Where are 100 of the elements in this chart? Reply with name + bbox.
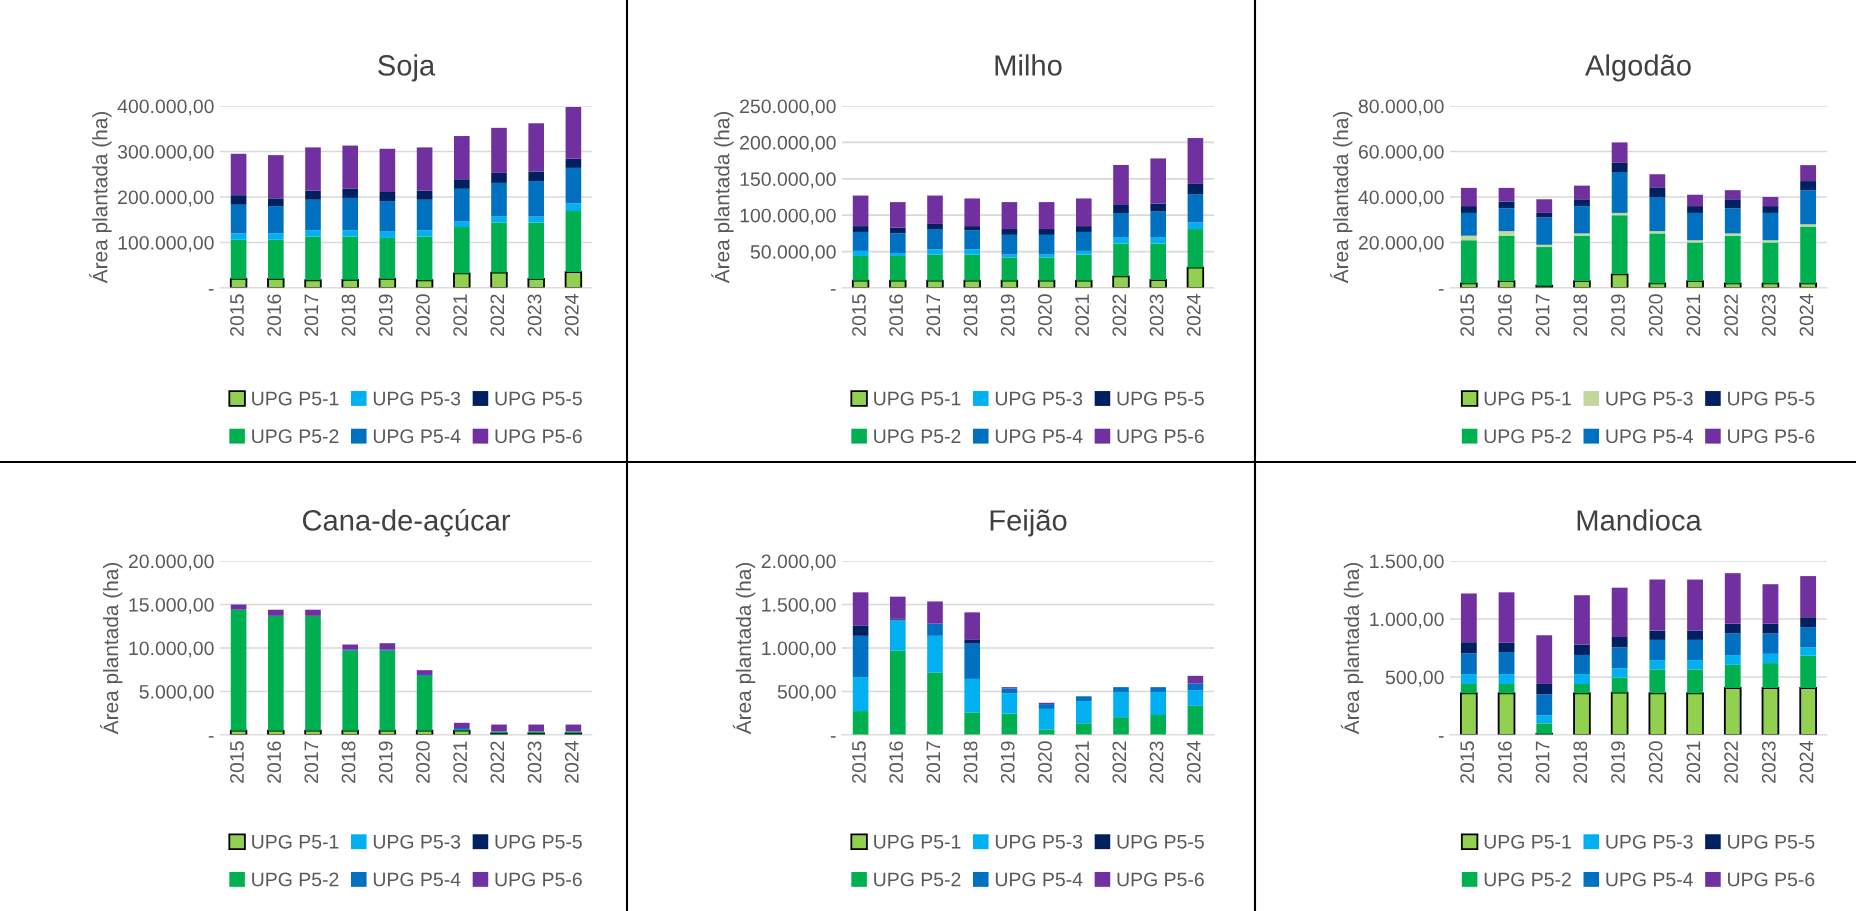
legend-label: UPG P5-3 [373,834,461,849]
y-tick-label: - [208,736,214,738]
y-tick-label: 500,00 [777,684,836,702]
x-tick-label: 2021 [453,741,468,783]
legend-label: UPG P5-6 [1117,429,1204,444]
y-axis-title: Área plantada (ha) [1330,112,1353,284]
x-tick-label: 2015 [230,741,244,783]
legend-label: UPG P5-2 [252,429,339,444]
legend-label: UPG P5-3 [373,391,461,406]
y-tick-label: 150.000,00 [740,172,836,189]
y-tick-label: 500,00 [1385,670,1444,687]
legend-label: UPG P5-1 [874,834,961,849]
chart-title: Mandioca [1577,509,1702,531]
legend-label: UPG P5-5 [1117,391,1204,406]
y-axis-title: Área plantada (ha) [100,563,123,735]
y-tick-label: 40.000,00 [1358,190,1444,207]
x-tick-label: 2023 [527,294,542,336]
x-tick-label: 2019 [1611,741,1625,783]
x-tick-label: 2020 [416,294,430,336]
y-tick-label: 250.000,00 [740,99,836,116]
x-tick-label: 2023 [1149,741,1164,783]
x-tick-label: 2020 [1038,741,1052,783]
x-tick-label: 2022 [490,294,505,336]
legend-label: UPG P5-5 [1117,834,1204,849]
legend-label: UPG P5-6 [495,872,582,887]
legend-label: UPG P5-4 [1606,872,1693,887]
legend-label: UPG P5-1 [252,834,339,849]
y-tick-label: - [830,736,836,738]
legend-label: UPG P5-6 [1117,872,1204,887]
legend-label: UPG P5-5 [495,391,582,406]
y-axis-title: Área plantada (ha) [711,112,734,284]
x-tick-label: 2015 [852,741,866,783]
x-tick-label: 2020 [1038,294,1052,336]
y-axis-title: Área plantada (ha) [89,112,112,284]
x-tick-label: 2017 [1535,294,1550,336]
chart-title: Milho [995,54,1062,76]
y-tick-label: 20.000,00 [1358,235,1444,253]
y-axis-title: Área plantada (ha) [732,563,756,735]
x-tick-label: 2016 [1498,741,1512,783]
y-tick-label: 15.000,00 [129,597,214,615]
x-tick-label: 2024 [1799,294,1814,336]
legend-label: UPG P5-5 [1728,391,1815,406]
x-tick-label: 2017 [304,741,319,783]
legend-label: UPG P5-2 [1484,872,1571,887]
x-tick-label: 2021 [1686,294,1701,336]
legend-label: UPG P5-5 [495,834,582,849]
legend-label: UPG P5-2 [874,872,961,887]
x-tick-label: 2018 [341,294,356,336]
legend-label: UPG P5-1 [1484,391,1571,406]
legend-label: UPG P5-3 [995,834,1083,849]
x-tick-label: 2019 [1611,294,1625,336]
y-tick-label: - [830,289,836,291]
x-tick-label: 2021 [1075,741,1090,783]
y-tick-label: 2.000,00 [761,554,836,571]
y-tick-label: 1.000,00 [1370,612,1444,629]
x-tick-label: 2016 [267,741,282,783]
y-tick-label: 1.500,00 [1370,554,1444,571]
y-tick-label: - [208,289,214,291]
y-tick-label: 300.000,00 [117,144,214,162]
x-tick-label: 2022 [1112,741,1127,783]
x-tick-label: 2020 [1648,741,1663,783]
y-tick-label: 50.000,00 [750,245,836,262]
y-tick-label: - [1438,289,1444,291]
chart-title: Feijão [990,509,1067,537]
x-tick-label: 2021 [1686,741,1701,783]
y-tick-label: 1.500,00 [762,597,836,615]
legend-label: UPG P5-4 [373,429,461,444]
legend-label: UPG P5-1 [874,391,961,406]
y-tick-label: - [1438,736,1444,738]
x-tick-label: 2017 [304,294,319,336]
legend-label: UPG P5-5 [1728,834,1815,849]
legend-label: UPG P5-3 [1606,391,1693,406]
legend-label: UPG P5-2 [252,872,339,887]
x-tick-label: 2019 [378,741,393,783]
x-tick-label: 2023 [1761,294,1776,336]
x-tick-label: 2015 [1460,741,1475,783]
chart-title: Cana-de-açúcar [302,508,511,537]
chart-title: Algodão [1585,54,1691,82]
x-tick-label: 2015 [230,294,244,336]
legend-label: UPG P5-3 [995,391,1083,406]
legend-label: UPG P5-2 [874,429,961,444]
x-tick-label: 2016 [267,294,282,336]
x-tick-label: 2024 [1799,741,1814,783]
x-tick-label: 2017 [926,294,941,336]
x-tick-label: 2015 [852,294,866,336]
legend-label: UPG P5-6 [1728,872,1815,887]
y-tick-label: 200.000,00 [740,135,836,152]
x-tick-label: 2021 [453,294,468,336]
y-tick-label: 20.000,00 [128,554,214,571]
x-tick-label: 2024 [564,741,579,783]
x-tick-label: 2024 [1186,294,1201,336]
x-tick-label: 2020 [1648,294,1663,336]
x-tick-label: 2018 [341,741,356,783]
legend-label: UPG P5-4 [1606,429,1693,444]
x-tick-label: 2022 [1724,741,1738,783]
legend-label: UPG P5-1 [252,391,339,406]
y-tick-label: 100.000,00 [740,208,836,225]
x-tick-label: 2018 [963,294,978,336]
legend-label: UPG P5-4 [995,872,1083,887]
y-tick-label: 5.000,00 [139,684,214,702]
